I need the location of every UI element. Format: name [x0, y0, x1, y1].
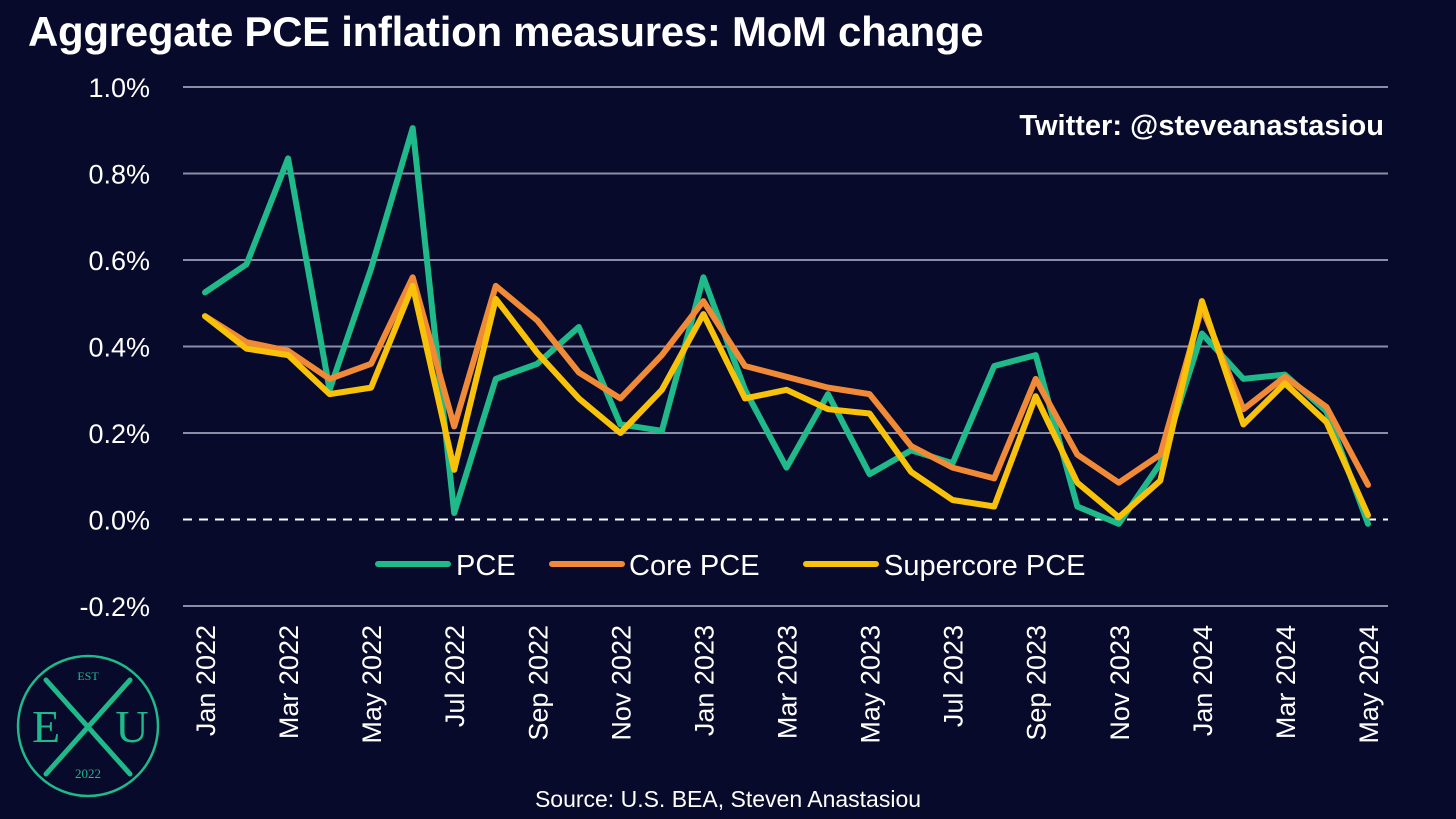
y-tick-label: 1.0%: [88, 73, 150, 103]
x-tick-label: Mar 2024: [1271, 625, 1301, 739]
x-tick-label: Jan 2024: [1188, 625, 1218, 736]
logo-letter-u: U: [115, 701, 148, 752]
x-tick-label: Mar 2022: [274, 625, 304, 739]
y-tick-label: 0.6%: [88, 246, 150, 276]
legend: PCE Core PCE Supercore PCE: [375, 550, 1086, 582]
legend-label: Supercore PCE: [884, 550, 1086, 582]
exu-logo: EST E U 2022: [16, 654, 160, 798]
x-tick-label: May 2024: [1354, 625, 1384, 744]
logo-year: 2022: [75, 766, 101, 781]
twitter-watermark: Twitter: @steveanastasiou: [1019, 110, 1384, 142]
legend-label: PCE: [456, 550, 516, 582]
x-tick-label: Sep 2022: [523, 625, 553, 741]
y-tick-label: 0.2%: [88, 419, 150, 449]
x-axis-ticks: Jan 2022 Mar 2022 May 2022 Jul 2022 Sep 2022…: [191, 625, 1384, 744]
grid-lines: [183, 86, 1388, 607]
series-lines: [202, 125, 1371, 527]
x-tick-label: May 2023: [856, 625, 886, 744]
x-tick-label: Nov 2023: [1105, 625, 1135, 741]
x-tick-label: Jan 2022: [191, 625, 221, 736]
legend-label: Core PCE: [629, 550, 760, 582]
y-tick-label: 0.4%: [88, 333, 150, 363]
series-line-core-pce: [202, 274, 1371, 488]
series-line-supercore-pce: [202, 282, 1371, 521]
chart-title: Aggregate PCE inflation measures: MoM ch…: [28, 8, 984, 55]
y-tick-label: -0.2%: [79, 592, 150, 622]
y-tick-label: 0.8%: [88, 160, 150, 190]
y-tick-label: 0.0%: [88, 506, 150, 536]
x-tick-label: Mar 2023: [773, 625, 803, 739]
x-tick-label: Nov 2022: [606, 625, 636, 741]
x-tick-label: Jan 2023: [689, 625, 719, 736]
source-note: Source: U.S. BEA, Steven Anastasiou: [534, 786, 922, 812]
x-tick-label: Jul 2022: [440, 625, 470, 727]
logo-est: EST: [77, 669, 99, 683]
x-tick-label: Jul 2023: [939, 625, 969, 727]
x-tick-label: May 2022: [357, 625, 387, 744]
x-tick-label: Sep 2023: [1022, 625, 1052, 741]
y-axis-ticks: 1.0% 0.8% 0.6% 0.4% 0.2% 0.0% -0.2%: [79, 73, 150, 622]
logo-letter-e: E: [32, 701, 60, 752]
